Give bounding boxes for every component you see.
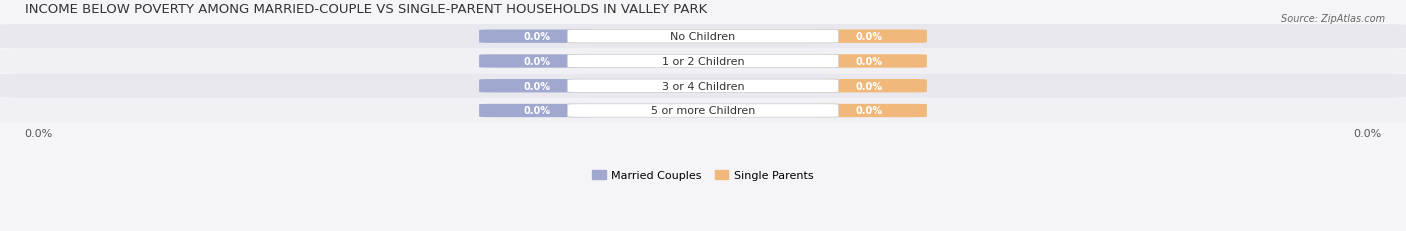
FancyBboxPatch shape [567,55,839,68]
Text: 0.0%: 0.0% [856,32,883,42]
Text: 0.0%: 0.0% [856,81,883,91]
Text: 5 or more Children: 5 or more Children [651,106,755,116]
FancyBboxPatch shape [0,74,1406,98]
FancyBboxPatch shape [0,25,1406,49]
Legend: Married Couples, Single Parents: Married Couples, Single Parents [588,166,818,185]
FancyBboxPatch shape [0,99,1406,123]
Text: 0.0%: 0.0% [523,32,550,42]
FancyBboxPatch shape [811,104,927,118]
Text: Source: ZipAtlas.com: Source: ZipAtlas.com [1281,14,1385,24]
Text: 0.0%: 0.0% [1353,129,1382,139]
Text: 0.0%: 0.0% [24,129,53,139]
Text: 3 or 4 Children: 3 or 4 Children [662,81,744,91]
FancyBboxPatch shape [567,30,839,44]
Text: 0.0%: 0.0% [856,57,883,67]
FancyBboxPatch shape [479,55,595,68]
Text: 0.0%: 0.0% [523,57,550,67]
FancyBboxPatch shape [811,55,927,68]
FancyBboxPatch shape [0,50,1406,74]
Text: 0.0%: 0.0% [523,106,550,116]
FancyBboxPatch shape [479,80,595,93]
Text: INCOME BELOW POVERTY AMONG MARRIED-COUPLE VS SINGLE-PARENT HOUSEHOLDS IN VALLEY : INCOME BELOW POVERTY AMONG MARRIED-COUPL… [24,3,707,16]
Text: 0.0%: 0.0% [856,106,883,116]
FancyBboxPatch shape [811,30,927,44]
FancyBboxPatch shape [567,104,839,118]
FancyBboxPatch shape [567,80,839,93]
Text: 1 or 2 Children: 1 or 2 Children [662,57,744,67]
Text: 0.0%: 0.0% [523,81,550,91]
Text: No Children: No Children [671,32,735,42]
FancyBboxPatch shape [479,104,595,118]
FancyBboxPatch shape [811,80,927,93]
FancyBboxPatch shape [479,30,595,44]
